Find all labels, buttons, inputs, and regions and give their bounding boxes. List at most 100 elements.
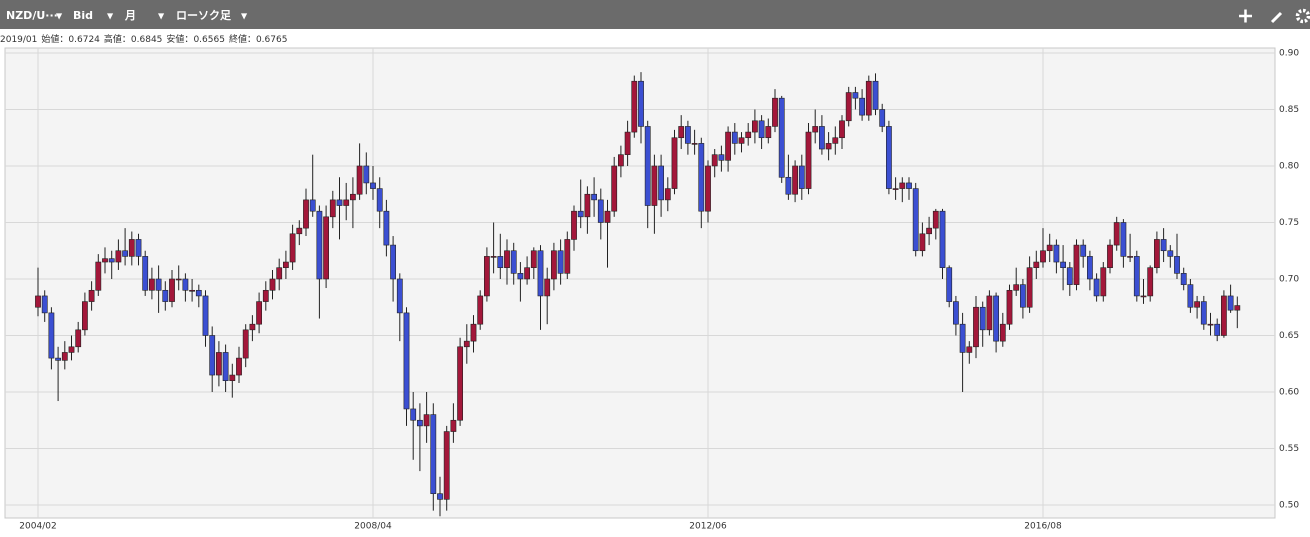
candle-body <box>343 199 350 206</box>
candle-body <box>309 199 316 212</box>
settings-button[interactable] <box>1295 8 1310 24</box>
candle-body <box>664 188 671 201</box>
candle-body <box>852 92 859 99</box>
candle-body <box>839 120 845 139</box>
candle-body <box>410 408 417 421</box>
candle-body <box>859 97 865 116</box>
candle-body <box>383 210 390 246</box>
candle-body <box>926 227 932 235</box>
candle-body <box>142 256 149 291</box>
candle-body <box>684 126 691 144</box>
price-dropdown[interactable]: Bid ▼ <box>73 9 114 22</box>
candle-body <box>463 340 470 348</box>
candle-body <box>1019 284 1026 308</box>
candle-body <box>303 199 309 229</box>
candle-body <box>993 295 999 342</box>
candle-body <box>1040 250 1046 263</box>
candle-body <box>952 301 959 325</box>
symbol-dropdown[interactable]: NZD/U···▼ <box>6 9 63 22</box>
candle-body <box>785 176 792 195</box>
candle-body <box>48 312 55 359</box>
candle-body <box>256 301 262 325</box>
candle-body <box>939 210 946 268</box>
candle-body <box>725 131 731 161</box>
draw-button[interactable] <box>1270 11 1283 24</box>
candle-body <box>1221 295 1227 336</box>
candle-body <box>189 289 195 292</box>
info-value: 0.6724 <box>68 35 100 45</box>
candle-body <box>557 250 564 274</box>
pencil-icon <box>1270 11 1283 24</box>
info-value: 0.6765 <box>256 35 288 45</box>
candle-body <box>906 182 912 189</box>
candle-body <box>611 165 618 212</box>
candle-body <box>705 165 711 212</box>
candle-body <box>738 137 745 144</box>
candle-body <box>818 126 825 150</box>
x-tick-label: 2012/06 <box>689 522 727 532</box>
candle-body <box>128 239 135 257</box>
candle-body <box>497 256 504 268</box>
candle-body <box>242 329 249 359</box>
candle-body <box>537 250 544 297</box>
candle-body <box>403 312 410 410</box>
candle-body <box>812 126 819 133</box>
style-dropdown[interactable]: ローソク足 ▼ <box>176 9 248 22</box>
candle-body <box>490 256 497 258</box>
candle-body <box>1160 239 1167 252</box>
candle-body <box>423 414 430 427</box>
candle-body <box>584 193 591 218</box>
candle-body <box>1026 267 1033 308</box>
candle-body <box>1087 256 1093 280</box>
candle-body <box>946 267 953 302</box>
candle-body <box>1107 244 1113 268</box>
candle-body <box>88 289 95 302</box>
arrow: ▼ <box>56 12 63 21</box>
candle-body <box>772 97 778 127</box>
candle-body <box>571 210 577 240</box>
candle-body <box>711 154 718 167</box>
plus-icon <box>1239 9 1252 23</box>
candle-body <box>329 199 336 218</box>
y-tick-label: 0.70 <box>1279 274 1299 284</box>
candle-body <box>1154 239 1160 268</box>
candle-body <box>959 323 966 353</box>
toolbar-items: NZD/U···▼ Bid ▼ 月 ▼ ローソク足 ▼ <box>6 8 1310 24</box>
candle-body <box>477 295 484 325</box>
candle-body <box>504 250 510 268</box>
candle-body <box>912 188 919 252</box>
candle-body <box>1227 295 1234 311</box>
candle-body <box>416 419 423 427</box>
candle-body <box>832 137 839 144</box>
candle-body <box>1127 256 1133 258</box>
info-label: 安値： <box>166 33 193 45</box>
candle-body <box>1194 301 1200 308</box>
period: 月 <box>124 9 136 22</box>
candle-body <box>61 352 68 361</box>
candle-body <box>798 165 805 189</box>
add-button[interactable] <box>1239 9 1252 23</box>
x-tick-label: 2016/08 <box>1024 522 1062 532</box>
candle-body <box>671 137 678 189</box>
candle-body <box>316 210 323 280</box>
candle-body <box>269 278 276 291</box>
info-line: 2019/01 始値：0.6724 高値：0.6845 安値：0.6565 終値：0.6… <box>0 33 287 45</box>
candle-body <box>202 295 209 336</box>
y-tick-label: 0.90 <box>1279 48 1299 58</box>
candle-body <box>638 80 644 127</box>
candle-body <box>162 289 169 302</box>
arrow: ▼ <box>241 12 248 21</box>
candle-body <box>698 143 705 212</box>
style: ローソク足 <box>176 9 232 22</box>
candle-body <box>1073 244 1080 285</box>
period-dropdown[interactable]: 月 ▼ <box>124 9 165 22</box>
candle-body <box>262 289 269 302</box>
candle-body <box>296 227 303 235</box>
candle-body <box>899 182 906 189</box>
candle-body <box>182 278 189 291</box>
candle-body <box>122 250 128 257</box>
candle-body <box>450 419 457 432</box>
candle-body <box>236 357 242 376</box>
candle-body <box>550 250 557 280</box>
candle-body <box>966 346 973 353</box>
